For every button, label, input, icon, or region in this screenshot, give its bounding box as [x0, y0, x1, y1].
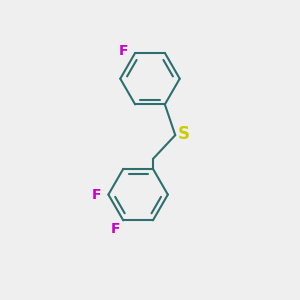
Text: S: S [178, 125, 190, 143]
Text: F: F [111, 222, 121, 236]
Text: F: F [92, 188, 101, 202]
Text: F: F [119, 44, 129, 58]
